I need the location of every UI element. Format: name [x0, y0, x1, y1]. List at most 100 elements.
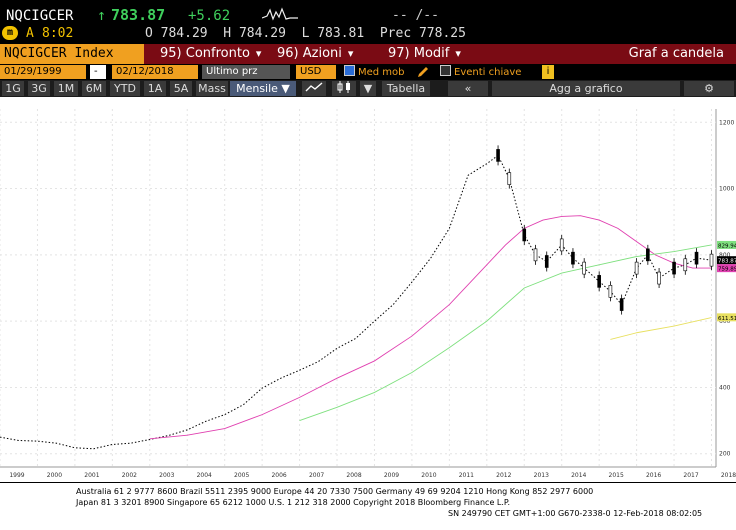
ma-fast-line — [149, 215, 712, 440]
market-status-icon[interactable]: m — [2, 26, 18, 40]
price-tag — [717, 256, 736, 265]
open-value: 784.29 — [160, 26, 208, 41]
price-tag-label: 611.51 — [718, 316, 736, 322]
checkbox-icon[interactable] — [344, 65, 355, 76]
candle-body — [619, 298, 624, 311]
period-button[interactable]: 1M — [54, 81, 78, 96]
x-tick-label: 2001 — [84, 472, 99, 479]
med-mob-toggle[interactable]: Med mob — [344, 65, 405, 79]
period-toolbar: 1G 3G 1M 6M YTD 1A 5A Mass Mensile ▼ ▼ T… — [0, 80, 736, 97]
up-arrow-icon: ↑ — [97, 6, 107, 24]
bid-ask: -- /-- — [392, 8, 439, 23]
period-button[interactable]: Mass — [196, 81, 228, 96]
price-line — [0, 154, 712, 450]
candle-body — [507, 172, 512, 185]
tab-confronto[interactable]: 95) Confronto — [160, 44, 261, 64]
field-select[interactable]: Ultimo prz — [202, 65, 290, 79]
ticker-symbol: NQCIGCER — [6, 8, 74, 24]
candle-body — [522, 228, 527, 242]
period-button[interactable]: 1A — [144, 81, 166, 96]
gear-icon[interactable]: ⚙ — [684, 81, 734, 96]
x-tick-label: 2012 — [496, 472, 511, 479]
candle-body — [709, 253, 714, 267]
x-tick-label: 2002 — [122, 472, 137, 479]
y-tick-label: 1200 — [719, 119, 734, 126]
candle-body — [657, 271, 661, 285]
start-date-field[interactable]: 01/29/1999 — [0, 65, 86, 79]
period-button[interactable]: 5A — [170, 81, 192, 96]
x-tick-label: 2008 — [346, 472, 361, 479]
collapse-icon[interactable]: « — [448, 81, 488, 96]
x-tick-label: 2006 — [271, 472, 286, 479]
end-date-field[interactable]: 02/12/2018 — [112, 65, 198, 79]
y-tick-label: 600 — [719, 318, 731, 325]
time-indicator: A — [26, 26, 34, 41]
security-field[interactable]: NQCIGCER Index — [0, 44, 144, 64]
function-tabs: NQCIGCER Index 95) Confronto 96) Azioni … — [0, 44, 736, 64]
y-tick-label: 1000 — [719, 186, 734, 193]
candle-chart-icon[interactable] — [332, 81, 356, 96]
prev-close-value: 778.25 — [418, 26, 466, 41]
quote-time: 8:02 — [42, 26, 74, 41]
x-tick-label: 2013 — [534, 472, 549, 479]
period-button[interactable]: 1G — [2, 81, 24, 96]
candle-body — [672, 261, 676, 275]
x-tick-label: 2000 — [47, 472, 62, 479]
date-separator: - — [90, 65, 106, 79]
quote-header: NQCIGCER ↑ 783.87 +5.62 -- /-- m A 8:02 … — [0, 0, 736, 44]
footer-contacts: Australia 61 2 9777 8600 Brazil 5511 239… — [76, 487, 594, 496]
line-chart-icon[interactable] — [302, 81, 326, 96]
key-events-toggle[interactable]: Eventi chiave — [440, 65, 521, 79]
price-tag-label: 783.87 — [718, 259, 736, 265]
price-tag-label: 759.89 — [718, 267, 736, 273]
x-tick-label: 2009 — [384, 472, 399, 479]
x-tick-label: 1999 — [9, 472, 24, 479]
y-tick-label: 400 — [719, 384, 731, 391]
candle-body — [608, 285, 613, 298]
x-tick-label: 2004 — [197, 472, 212, 479]
candle-body — [597, 275, 601, 288]
high-value: 784.29 — [238, 26, 286, 41]
candle-body — [646, 248, 650, 262]
period-button[interactable]: 3G — [28, 81, 50, 96]
price-tag — [717, 264, 736, 273]
candle-body — [496, 149, 500, 162]
x-tick-label: 2017 — [683, 472, 698, 479]
x-tick-label: 2014 — [571, 472, 586, 479]
chart-options-row: 01/29/1999 - 02/12/2018 Ultimo prz USD M… — [0, 64, 736, 80]
last-price: 783.87 — [111, 6, 166, 24]
y-tick-label: 200 — [719, 451, 731, 458]
add-to-chart-button[interactable]: Agg a grafico — [492, 81, 680, 96]
x-tick-label: 2003 — [159, 472, 174, 479]
x-tick-label: 2016 — [646, 472, 661, 479]
y-tick-label: 800 — [719, 252, 731, 259]
currency-select[interactable]: USD — [296, 65, 336, 79]
ma-slow-line — [610, 317, 712, 340]
x-tick-label: 2007 — [309, 472, 324, 479]
candle-body — [683, 258, 688, 272]
pencil-icon[interactable] — [416, 65, 430, 79]
table-button[interactable]: Tabella — [382, 81, 430, 96]
candle-body — [559, 238, 564, 252]
footer-contacts-2: Japan 81 3 3201 8900 Singapore 65 6212 1… — [76, 498, 511, 507]
chevron-down-icon[interactable]: ▼ — [360, 81, 376, 96]
x-tick-label: 2011 — [459, 472, 474, 479]
tab-modif[interactable]: 97) Modif — [388, 44, 461, 64]
info-icon[interactable]: i — [542, 65, 554, 79]
period-button[interactable]: 6M — [82, 81, 106, 96]
price-tag-label: 829.94 — [718, 243, 736, 249]
x-tick-label: 2005 — [234, 472, 249, 479]
price-chart[interactable]: 1999 2000 2001 2002 2003 2004 2005 2006 2007 2008… — [0, 97, 736, 482]
candle-body — [634, 261, 639, 275]
candle-body — [544, 255, 549, 268]
price-tag — [717, 313, 736, 322]
ohlc-line: O 784.29 H 784.29 L 783.81 Prec 778.25 — [145, 26, 466, 41]
ma-mid-line — [299, 244, 712, 422]
footer-session: SN 249790 CET GMT+1:00 G670-2338-0 12-Fe… — [448, 509, 703, 518]
checkbox-icon[interactable] — [440, 65, 451, 76]
tab-azioni[interactable]: 96) Azioni — [277, 44, 353, 64]
frequency-select[interactable]: Mensile ▼ — [230, 81, 296, 96]
period-button[interactable]: YTD — [110, 81, 140, 96]
candle-body — [582, 261, 586, 275]
